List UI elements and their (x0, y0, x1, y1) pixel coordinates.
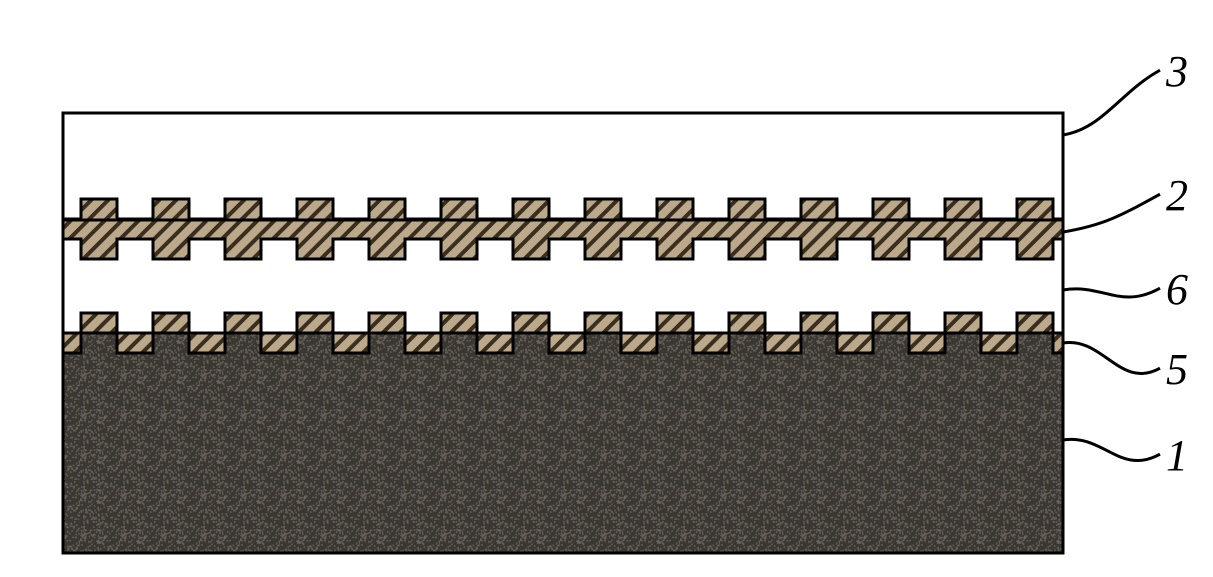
layer-3 (63, 113, 1063, 199)
layer-1-substrate (63, 333, 1063, 553)
leader-2 (1063, 194, 1160, 232)
diagram-svg (0, 0, 1213, 577)
layer-2-top-teeth (63, 199, 1063, 220)
leader-1 (1063, 439, 1160, 460)
callout-label-1: 1 (1166, 430, 1188, 481)
layer-2 (63, 219, 1063, 259)
layer-5 (63, 313, 1063, 353)
callout-label-5: 5 (1166, 344, 1188, 395)
cross-section-figure: 3 2 6 5 1 (0, 0, 1213, 577)
leader-6 (1063, 288, 1160, 297)
callout-label-3: 3 (1166, 46, 1188, 97)
leader-3 (1063, 70, 1160, 135)
callout-label-6: 6 (1166, 264, 1188, 315)
leader-5 (1063, 342, 1160, 373)
callout-label-2: 2 (1166, 170, 1188, 221)
